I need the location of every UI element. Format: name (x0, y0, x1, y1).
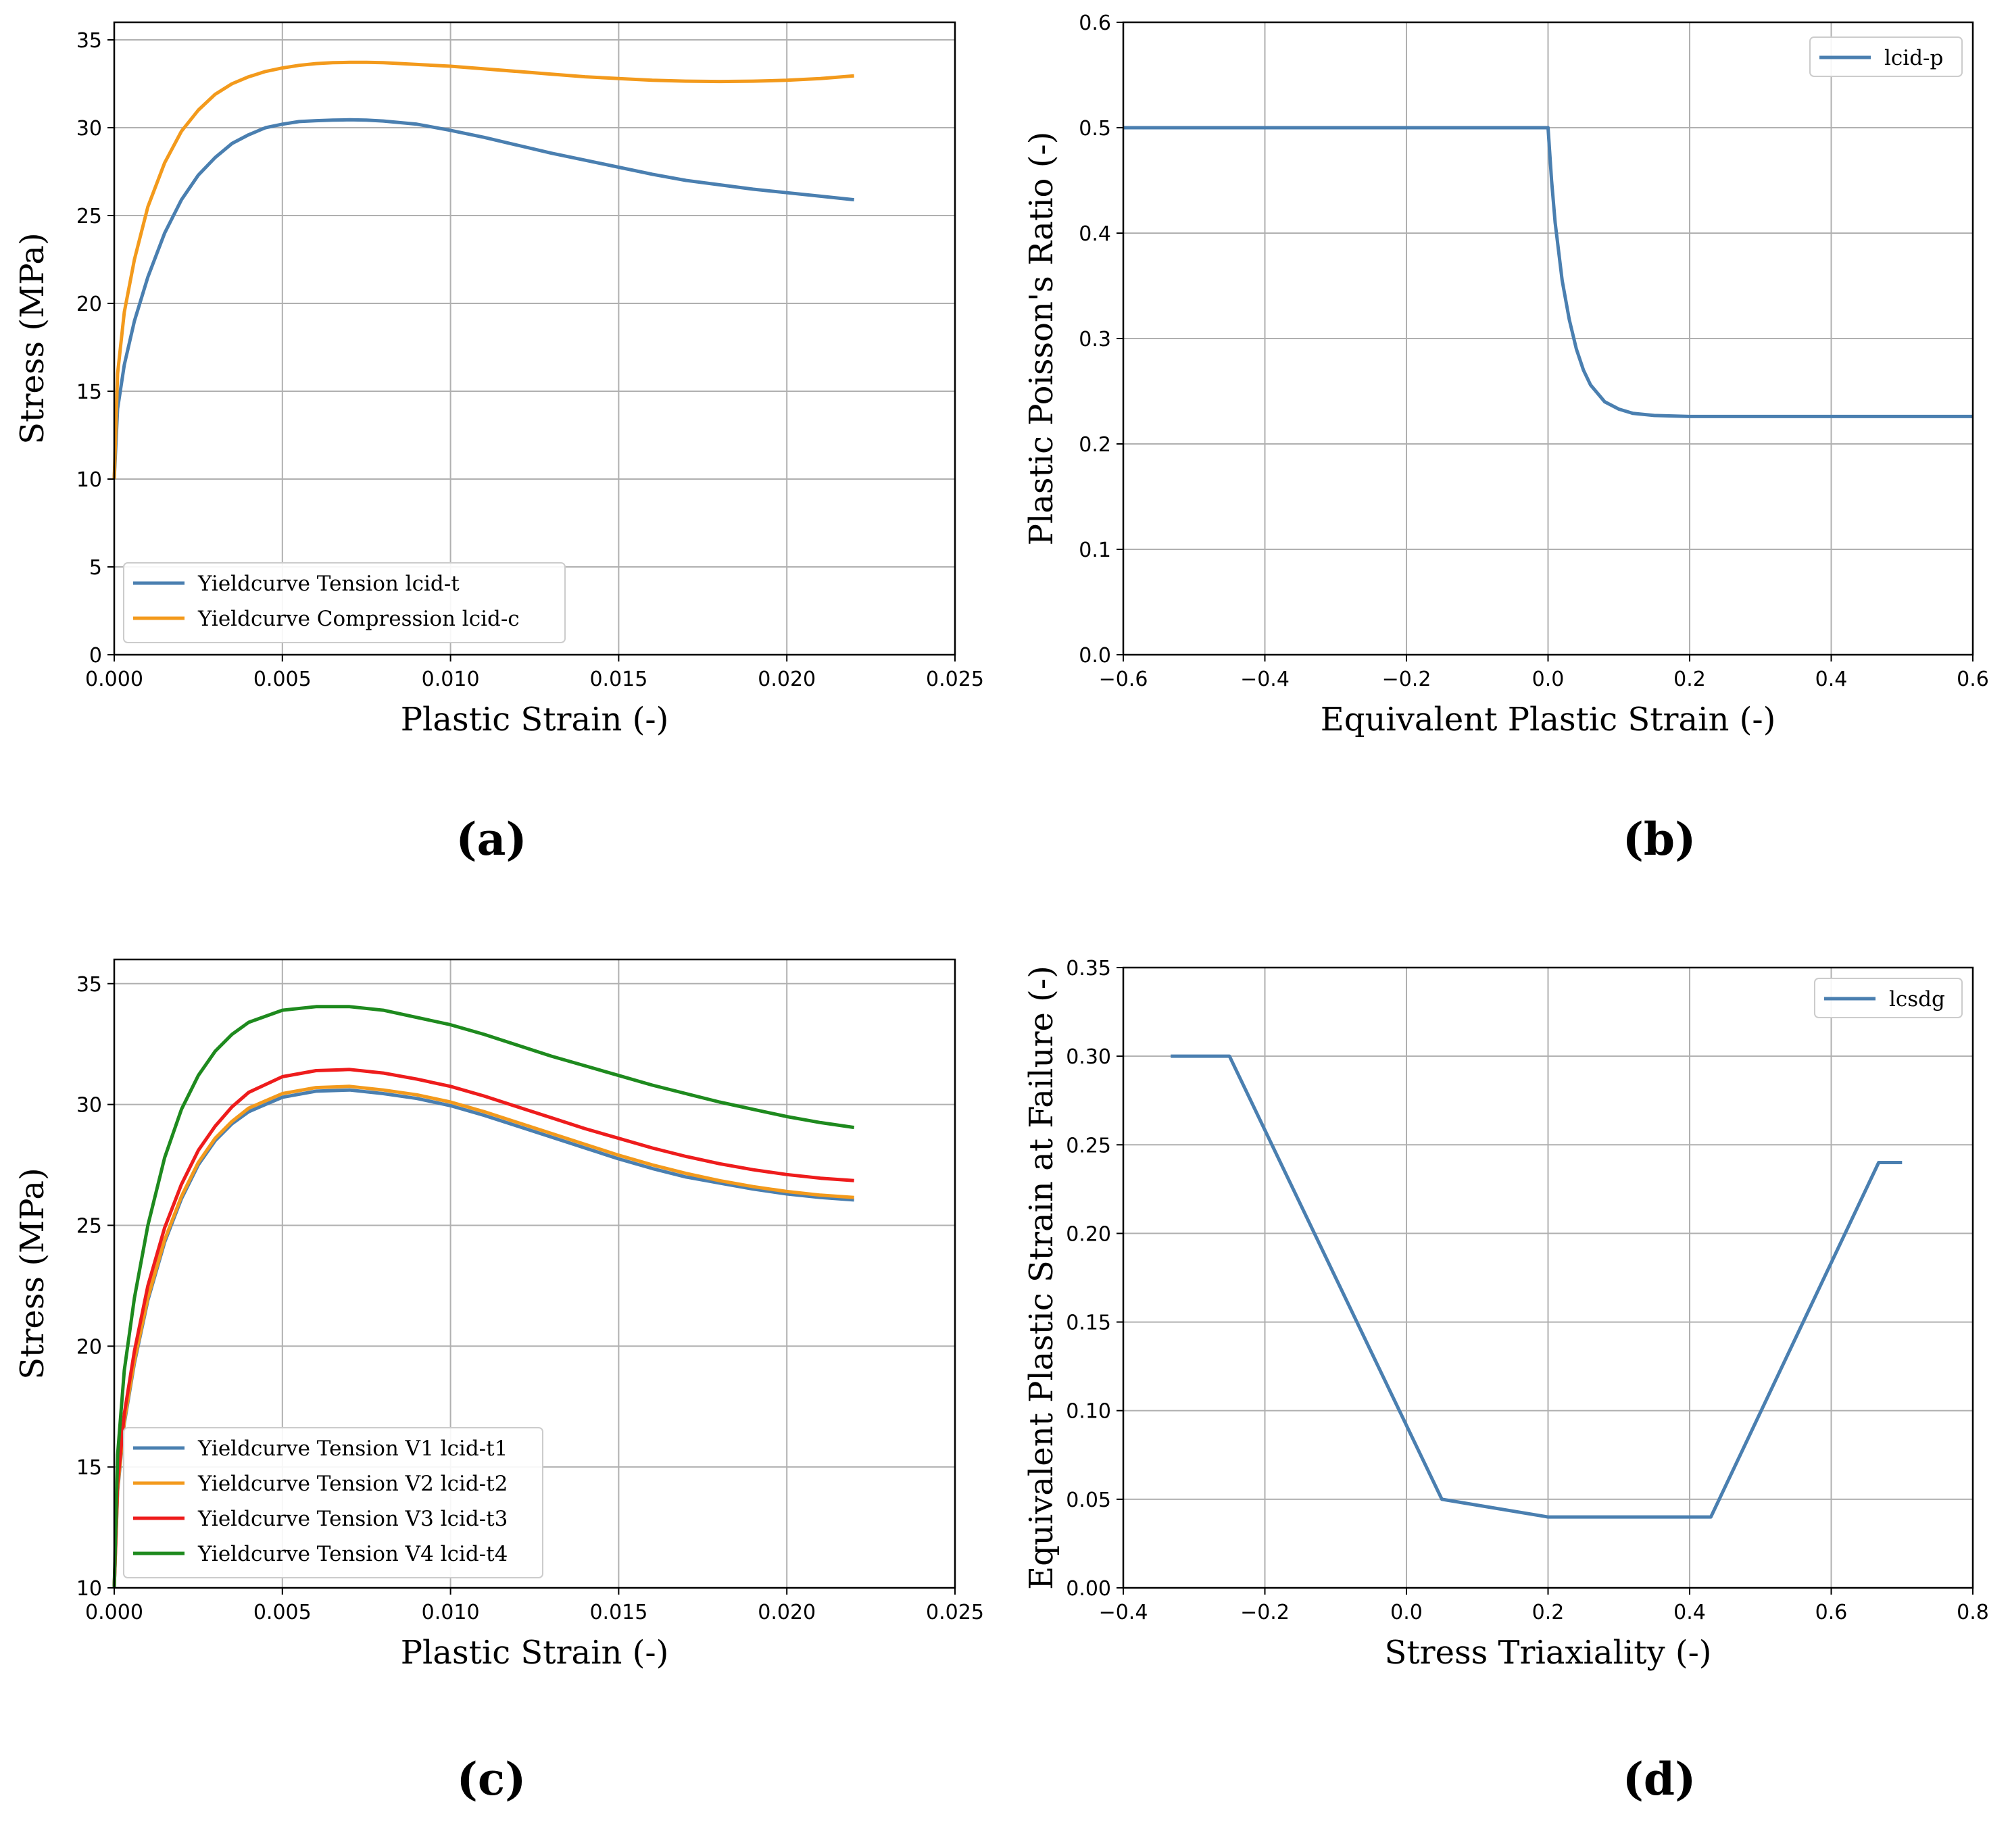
x-tick-label: 0.000 (85, 1601, 143, 1624)
x-axis-label: Stress Triaxiality (-) (1384, 1634, 1711, 1672)
y-tick-label: 0.25 (1066, 1134, 1111, 1157)
y-tick-label: 35 (76, 973, 102, 997)
legend-label: Yieldcurve Tension V2 lcid-t2 (197, 1472, 508, 1496)
y-tick-label: 0.35 (1066, 957, 1111, 980)
x-tick-label: 0.4 (1673, 1601, 1706, 1624)
y-tick-label: 0.05 (1066, 1489, 1111, 1512)
legend-label: Yieldcurve Tension lcid-t (197, 572, 460, 596)
x-tick-label: 0.015 (589, 668, 647, 691)
x-tick-label: −0.6 (1099, 668, 1148, 691)
series-line-1 (112, 118, 854, 480)
y-tick-label: 0.15 (1066, 1312, 1111, 1335)
x-tick-label: −0.4 (1099, 1601, 1148, 1624)
axes-frame (113, 958, 956, 1589)
y-tick-label: 0.3 (1079, 328, 1111, 351)
legend: lcid-p (1809, 36, 1963, 77)
series-line-1 (1171, 1054, 1903, 1519)
y-tick-label: 0.20 (1066, 1222, 1111, 1246)
panel-caption: (d) (1623, 1753, 1696, 1805)
y-tick-label: 25 (76, 205, 102, 228)
legend-label: Yieldcurve Tension V3 lcid-t3 (197, 1507, 508, 1531)
y-tick-label: 0.30 (1066, 1045, 1111, 1069)
x-tick-label: 0.020 (758, 1601, 816, 1624)
x-tick-label: 0.005 (253, 668, 312, 691)
y-axis-label: Plastic Poisson's Ratio (-) (1023, 132, 1060, 546)
y-axis-label: Equivalent Plastic Strain at Failure (-) (1023, 966, 1060, 1590)
x-tick-label: −0.4 (1240, 668, 1290, 691)
y-tick-label: 0.5 (1079, 117, 1111, 141)
panel-d: −0.4 −0.2 0.0 0.2 0.4 0.6 0.8 0.00 0.05 0.10 0.15 0… (1023, 957, 1989, 1805)
y-tick-label: 0.6 (1079, 11, 1111, 35)
y-tick-label: 0.10 (1066, 1400, 1111, 1424)
y-tick-label: 0.2 (1079, 433, 1111, 457)
legend-box (123, 1427, 543, 1578)
y-tick-label: 30 (76, 117, 102, 141)
x-tick-label: 0.015 (589, 1601, 647, 1624)
y-tick-label: 35 (76, 29, 102, 53)
legend-label: Yieldcurve Compression lcid-c (197, 607, 520, 631)
y-tick-label: 20 (76, 1335, 102, 1359)
x-tick-label: 0.2 (1532, 1601, 1565, 1624)
panel-caption: (a) (456, 813, 526, 866)
series-line-2 (112, 1084, 854, 1589)
panel-c: 0.000 0.005 0.010 0.015 0.020 0.025 10 15 20 25 30… (14, 958, 984, 1805)
panel-b: −0.6 −0.4 −0.2 0.0 0.2 0.4 0.6 0.0 0.1 0.2 0.3 0.4 0… (1023, 11, 1989, 866)
legend-label: lcid-p (1884, 46, 1943, 70)
x-axis-label: Plastic Strain (-) (401, 1634, 669, 1672)
y-tick-label: 10 (76, 468, 102, 492)
y-tick-label: 0.4 (1079, 222, 1111, 246)
x-tick-label: 0.025 (926, 1601, 984, 1624)
x-tick-label: 0.6 (1815, 1601, 1848, 1624)
x-tick-label: −0.2 (1382, 668, 1431, 691)
legend: Yieldcurve Tension lcid-t Yieldcurve Comp… (123, 562, 566, 643)
y-tick-label: 30 (76, 1094, 102, 1118)
y-tick-label: 0.00 (1066, 1577, 1111, 1601)
x-tick-label: 0.010 (422, 668, 480, 691)
legend: Yieldcurve Tension V1 lcid-t1 Yieldcurve … (123, 1427, 543, 1578)
x-tick-label: 0.000 (85, 668, 143, 691)
y-tick-label: 0.1 (1079, 539, 1111, 562)
legend-box (123, 562, 566, 643)
x-tick-label: 0.0 (1532, 668, 1565, 691)
legend-box (1814, 978, 1963, 1018)
x-tick-label: 0.2 (1673, 668, 1706, 691)
x-tick-label: 0.020 (758, 668, 816, 691)
axes-frame (113, 21, 956, 656)
series-line-1 (1123, 126, 1973, 418)
x-tick-label: 0.4 (1815, 668, 1848, 691)
y-tick-label: 5 (89, 556, 102, 580)
x-tick-label: 0.025 (926, 668, 984, 691)
x-tick-label: 0.005 (253, 1601, 312, 1624)
y-tick-label: 20 (76, 293, 102, 316)
y-axis-label: Stress (MPa) (14, 232, 51, 444)
x-tick-label: 0.8 (1957, 1601, 1989, 1624)
y-tick-label: 10 (76, 1577, 102, 1601)
panel-a: 0.000 0.005 0.010 0.015 0.020 0.025 0 5 10 15 20 25… (14, 21, 984, 866)
legend-label: Yieldcurve Tension V4 lcid-t4 (197, 1542, 508, 1566)
x-tick-label: 0.0 (1390, 1601, 1423, 1624)
panel-caption: (b) (1623, 813, 1696, 866)
x-tick-label: 0.010 (422, 1601, 480, 1624)
x-axis-label: Plastic Strain (-) (401, 701, 669, 739)
y-tick-label: 15 (76, 1456, 102, 1480)
y-tick-label: 0 (89, 644, 102, 668)
y-tick-label: 15 (76, 380, 102, 404)
x-tick-label: 0.6 (1957, 668, 1989, 691)
x-axis-label: Equivalent Plastic Strain (-) (1321, 701, 1776, 739)
y-tick-label: 0.0 (1079, 644, 1111, 668)
series-line-2 (112, 60, 854, 480)
legend-label: lcsdg (1889, 987, 1945, 1012)
series-line-4 (112, 1005, 855, 1589)
x-tick-label: −0.2 (1240, 1601, 1290, 1624)
series-line-3 (112, 1068, 854, 1589)
y-tick-label: 25 (76, 1214, 102, 1238)
legend: lcsdg (1814, 978, 1963, 1018)
panel-caption: (c) (457, 1753, 526, 1805)
legend-box (1809, 36, 1963, 77)
legend-label: Yieldcurve Tension V1 lcid-t1 (197, 1437, 508, 1461)
y-axis-label: Stress (MPa) (14, 1168, 51, 1379)
